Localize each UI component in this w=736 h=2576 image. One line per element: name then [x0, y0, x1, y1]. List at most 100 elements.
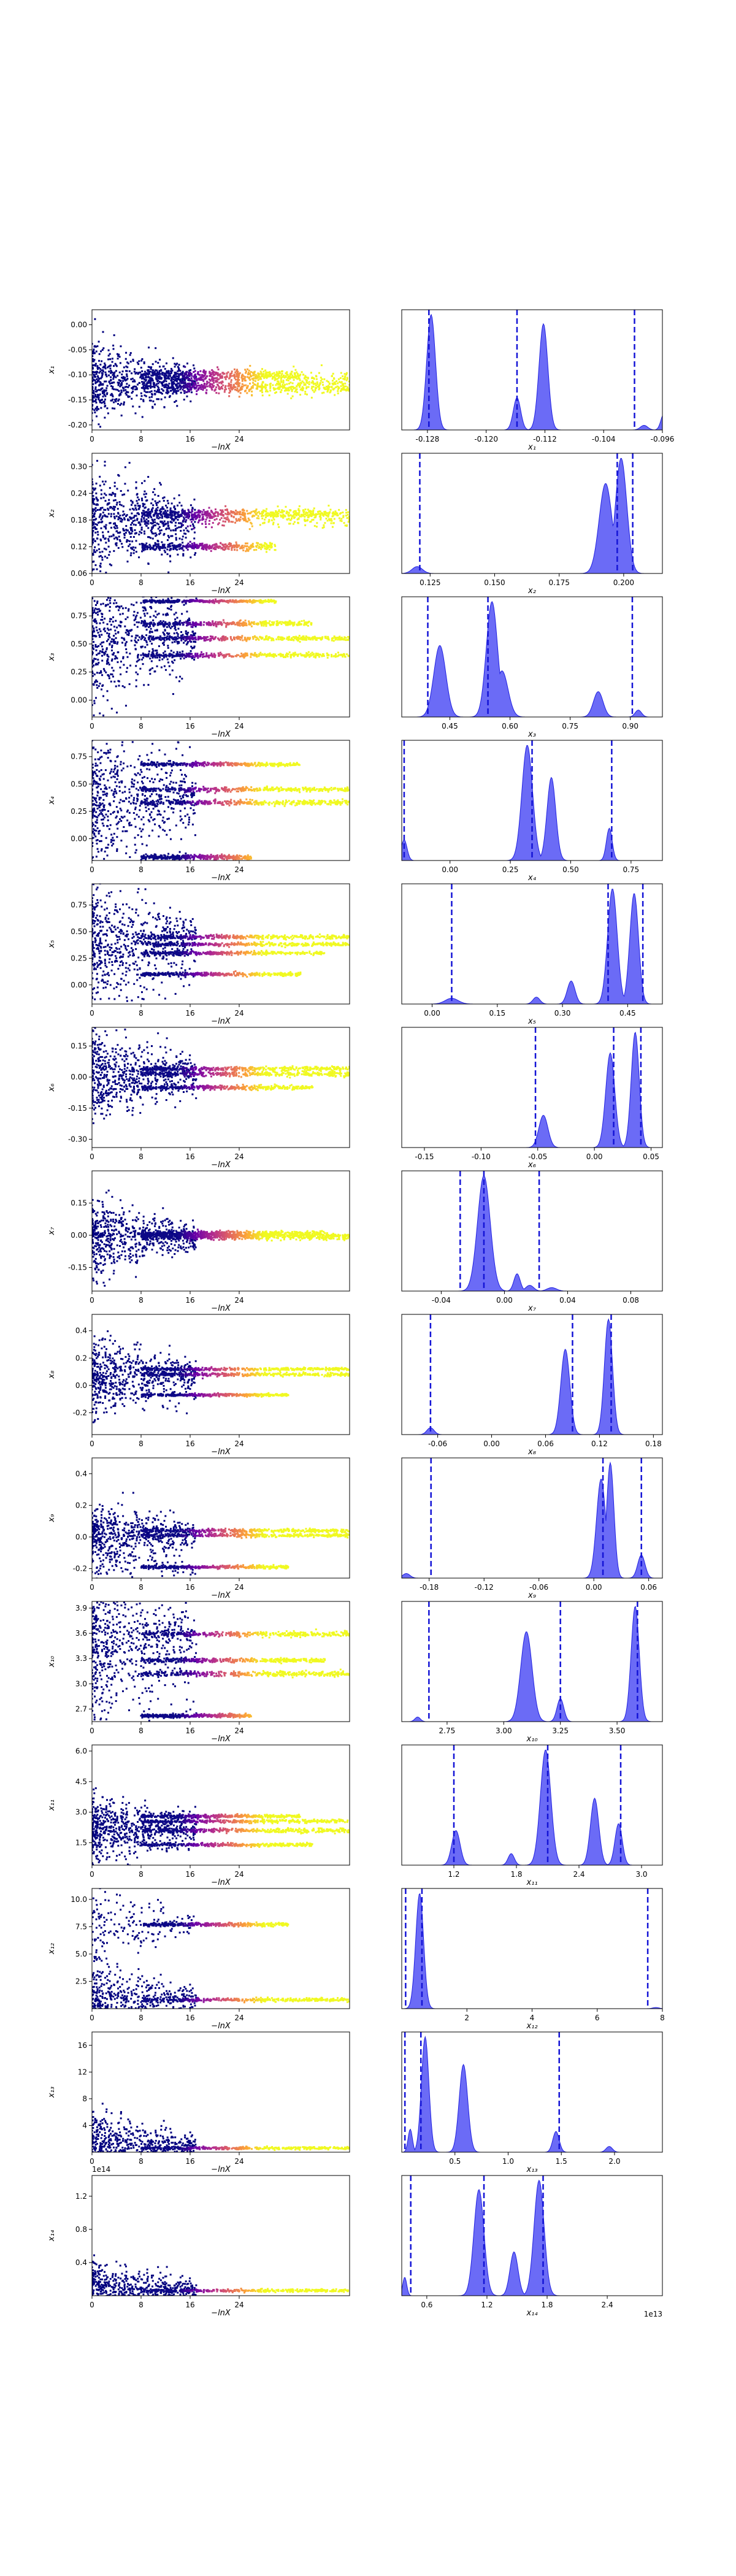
scatter-point: [164, 504, 167, 507]
scatter-point: [177, 633, 179, 635]
scatter-point: [185, 630, 187, 632]
scatter-point: [175, 400, 177, 402]
scatter-point: [158, 546, 160, 548]
scatter-point: [199, 510, 202, 512]
scatter-point: [183, 379, 186, 381]
scatter-point: [269, 387, 272, 389]
scatter-point: [149, 370, 151, 373]
scatter-point: [125, 394, 128, 396]
scatter-point: [130, 640, 132, 642]
scatter-point: [286, 371, 288, 374]
scatter-point: [98, 555, 101, 558]
scatter-point: [130, 516, 132, 519]
scatter-point: [348, 637, 350, 640]
scatter-point: [174, 511, 176, 513]
scatter-point: [101, 369, 103, 372]
scatter-point: [291, 390, 293, 393]
scatter-point: [275, 515, 278, 518]
scatter-point: [347, 513, 349, 516]
scatter-point: [286, 518, 289, 521]
scatter-point: [155, 653, 158, 655]
scatter-point: [152, 514, 155, 516]
scatter-point: [221, 375, 223, 377]
scatter-point: [156, 543, 159, 545]
scatter-point: [113, 599, 116, 602]
scatter-point: [164, 650, 166, 653]
scatter-point: [301, 380, 304, 383]
scatter-point: [184, 386, 186, 389]
scatter-point: [203, 636, 205, 638]
scatter-point: [172, 376, 175, 378]
scatter-point: [107, 597, 110, 599]
scatter-point: [172, 638, 174, 641]
scatter-point: [148, 347, 150, 349]
scatter-point: [178, 548, 180, 550]
scatter-point: [115, 619, 117, 622]
scatter-point: [201, 374, 204, 376]
scatter-point: [187, 386, 190, 388]
scatter-point: [121, 494, 124, 496]
scatter-point: [161, 508, 163, 510]
scatter-point: [236, 511, 239, 513]
scatter-point: [164, 378, 166, 381]
scatter-point: [164, 637, 166, 639]
scatter-point: [272, 513, 274, 516]
scatter-point: [193, 364, 195, 367]
scatter-point: [106, 660, 109, 662]
scatter-point: [139, 667, 142, 670]
scatter-point: [205, 548, 208, 551]
scatter-point: [250, 523, 253, 525]
scatter-point: [264, 386, 267, 389]
scatter-point: [261, 381, 264, 384]
scatter-point: [342, 516, 345, 518]
scatter-point: [175, 389, 177, 392]
scatter-point: [256, 638, 259, 640]
scatter-point: [185, 602, 187, 605]
scatter-point: [267, 521, 270, 523]
scatter-point: [180, 657, 182, 660]
scatter-point: [221, 639, 223, 642]
scatter-point: [98, 583, 99, 585]
scatter-point: [239, 636, 241, 638]
scatter-point: [194, 380, 196, 383]
scatter-point: [221, 381, 224, 383]
scatter-point: [286, 636, 288, 638]
scatter-point: [217, 384, 220, 386]
scatter-point: [101, 550, 104, 553]
scatter-point: [266, 638, 268, 640]
scatter-point: [112, 675, 114, 678]
scatter-point: [136, 372, 138, 374]
scatter-point: [321, 527, 324, 529]
scatter-point: [137, 655, 139, 657]
scatter-point: [172, 529, 174, 532]
scatter-point: [279, 638, 282, 640]
scatter-point: [324, 388, 326, 391]
scatter-point: [180, 523, 183, 525]
scatter-point: [123, 387, 125, 389]
scatter-point: [160, 369, 163, 372]
scatter-point: [159, 637, 161, 640]
scatter-point: [123, 686, 126, 689]
scatter-point: [147, 369, 150, 372]
scatter-point: [273, 389, 275, 391]
scatter-point: [282, 515, 284, 517]
scatter-point: [251, 378, 253, 380]
scatter-point: [247, 517, 250, 519]
scatter-point: [102, 512, 104, 514]
scatter-point: [99, 508, 102, 511]
scatter-point: [312, 386, 315, 388]
scatter-point: [278, 510, 280, 512]
scatter-point: [174, 524, 177, 527]
scatter-point: [182, 370, 184, 373]
scatter-point: [120, 384, 123, 386]
scatter-point: [326, 386, 329, 389]
scatter-point: [285, 656, 287, 659]
scatter-point: [172, 393, 174, 395]
scatter-point: [177, 388, 179, 390]
scatter-point: [195, 545, 197, 548]
scatter-point: [162, 613, 164, 616]
scatter-point: [269, 374, 271, 377]
scatter-point: [118, 371, 121, 374]
scatter-point: [103, 548, 105, 550]
scatter-point: [116, 537, 118, 539]
